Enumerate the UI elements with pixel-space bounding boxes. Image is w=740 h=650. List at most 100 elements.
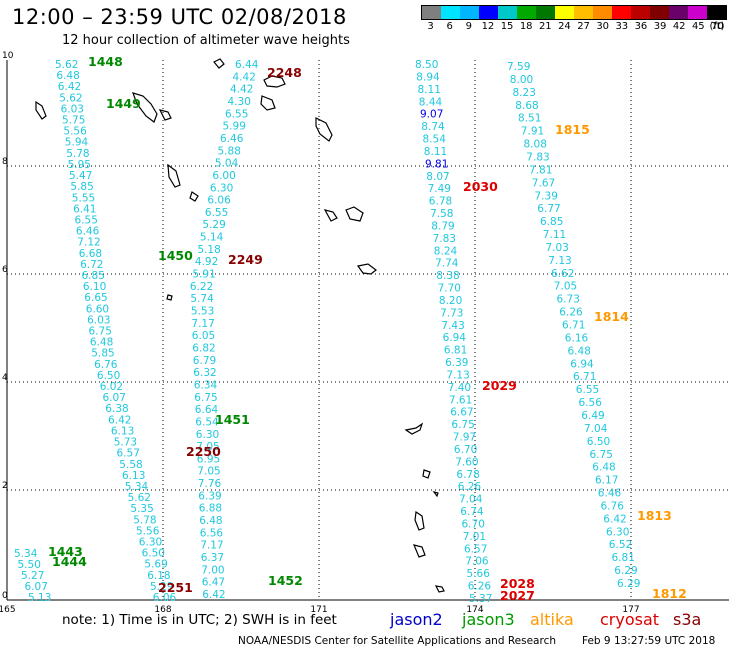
wave-height-value: 6.78 [429, 196, 452, 208]
color-swatch [593, 6, 612, 19]
wave-height-value: 6.74 [460, 506, 484, 518]
color-scale-label: 6 [446, 21, 453, 32]
wave-height-value: 6.42 [58, 81, 81, 93]
color-swatch [612, 6, 631, 19]
color-swatch [669, 6, 688, 19]
legend-altika: altika [530, 610, 574, 629]
wave-height-value: 7.05 [554, 281, 577, 293]
wave-height-value: 6.30 [210, 182, 233, 194]
wave-height-value: 7.40 [448, 382, 471, 394]
wave-height-value: 5.29 [202, 219, 225, 231]
pass-time-label: 1813 [637, 508, 672, 523]
wave-height-value: 6.65 [84, 292, 107, 304]
wave-height-value: 5.35 [130, 503, 153, 515]
wave-height-value: 5.91 [192, 269, 215, 281]
wave-height-value: 6.18 [147, 570, 170, 582]
wave-height-value: 6.54 [195, 416, 219, 428]
wave-height-value: 6.10 [83, 281, 106, 293]
wave-height-value: 7.11 [543, 229, 566, 241]
wave-height-value: 7.83 [526, 152, 549, 164]
wave-height-value: 6.02 [100, 381, 123, 393]
wave-height-value: 7.61 [449, 394, 472, 406]
color-scale-label: 30 [596, 21, 610, 32]
wave-height-value: 8.51 [518, 113, 541, 125]
color-swatch [631, 6, 650, 19]
color-scale-label: (ft) [709, 21, 725, 32]
wave-height-value: 4.30 [228, 96, 251, 108]
pass-time-label: 1448 [88, 54, 123, 69]
wave-height-value: 6.26 [468, 581, 492, 593]
wave-height-value: 6.88 [199, 503, 222, 515]
color-scale-label: 27 [577, 21, 590, 32]
wave-height-value: 7.43 [441, 320, 464, 332]
wave-height-value: 7.97 [453, 432, 476, 444]
wave-height-value: 5.37 [469, 593, 492, 605]
wave-height-value: 8.07 [426, 171, 449, 183]
wave-height-value: 6.05 [192, 330, 215, 342]
wave-height-value: 7.60 [455, 456, 478, 468]
wave-height-value: 5.56 [63, 126, 87, 138]
wave-height-value: 6.37 [201, 552, 224, 564]
wave-height-value: 6.55 [205, 207, 228, 219]
wave-height-value: 4.42 [230, 84, 253, 96]
wave-height-value: 6.57 [117, 448, 140, 460]
wave-height-value: 5.78 [133, 514, 156, 526]
y-tick-label: 6 [2, 265, 8, 275]
wave-height-value: 6.76 [94, 359, 118, 371]
wave-height-value: 6.94 [570, 358, 594, 370]
wave-height-value: 6.13 [122, 470, 145, 482]
pass-time-label: 1814 [594, 309, 629, 324]
wave-height-value: 8.11 [424, 146, 447, 158]
wave-height-value: 5.58 [119, 459, 142, 471]
wave-height-value: 6.50 [587, 436, 610, 448]
wave-height-value: 5.73 [114, 437, 137, 449]
legend-s3a: s3a [673, 610, 702, 629]
wave-height-value: 6.64 [195, 404, 219, 416]
wave-height-value: 6.30 [139, 537, 162, 549]
wave-height-value: 7.91 [521, 126, 544, 138]
page-subtitle: 12 hour collection of altimeter wave hei… [62, 33, 350, 48]
wave-height-value: 6.03 [87, 314, 110, 326]
wave-height-value: 5.50 [18, 559, 41, 571]
wave-height-value: 5.14 [200, 232, 224, 244]
wave-height-value: 6.16 [565, 332, 589, 344]
y-tick-label: 4 [2, 373, 8, 383]
wave-height-value: 6.81 [612, 552, 635, 564]
legend-jason3: jason3 [462, 610, 515, 629]
wave-height-value: 7.67 [532, 177, 555, 189]
pass-time-label: 1812 [652, 586, 687, 601]
color-swatch [688, 6, 707, 19]
color-scale-label: 45 [691, 21, 705, 32]
pass-time-label: 2248 [267, 65, 302, 80]
wave-height-value: 6.48 [90, 337, 113, 349]
wave-height-value: 6.26 [458, 481, 482, 493]
wave-height-value: 6.70 [462, 519, 485, 531]
pass-time-label: 1449 [106, 96, 141, 111]
wave-height-value: 7.76 [198, 478, 222, 490]
wave-height-value: 6.48 [568, 345, 591, 357]
wave-height-value: 6.26 [559, 307, 583, 319]
wave-height-value: 6.79 [193, 355, 216, 367]
wave-height-value: 5.75 [62, 115, 85, 127]
wave-height-value: 6.75 [590, 449, 613, 461]
wave-height-value: 5.88 [218, 145, 241, 157]
wave-height-value: 6.30 [606, 526, 629, 538]
wave-height-value: 5.55 [72, 192, 95, 204]
wave-height-value: 6.30 [196, 429, 219, 441]
wave-height-value: 6.46 [220, 133, 244, 145]
wave-height-value: 6.39 [198, 490, 221, 502]
wave-height-value: 8.44 [419, 96, 443, 108]
wave-height-value: 6.77 [537, 203, 560, 215]
note-text: note: 1) Time is in UTC; 2) SWH is in fe… [62, 612, 337, 628]
pass-time-labels: 1448 1449 2248 1815 2030 1450 2249 1814 2029 1451… [48, 54, 687, 603]
color-swatch [574, 6, 593, 19]
wave-height-value: 6.42 [202, 589, 225, 601]
page-title: 12:00 – 23:59 UTC 02/08/2018 [12, 5, 347, 29]
color-scale-label: 15 [500, 21, 514, 32]
wave-height-value: 6.03 [61, 103, 84, 115]
wave-height-value: 6.34 [194, 380, 218, 392]
credit-line: NOAA/NESDIS Center for Satellite Applica… [238, 635, 556, 647]
wave-height-value: 5.13 [28, 592, 51, 604]
color-swatch [707, 6, 726, 19]
y-tick-label: 2 [2, 481, 8, 491]
